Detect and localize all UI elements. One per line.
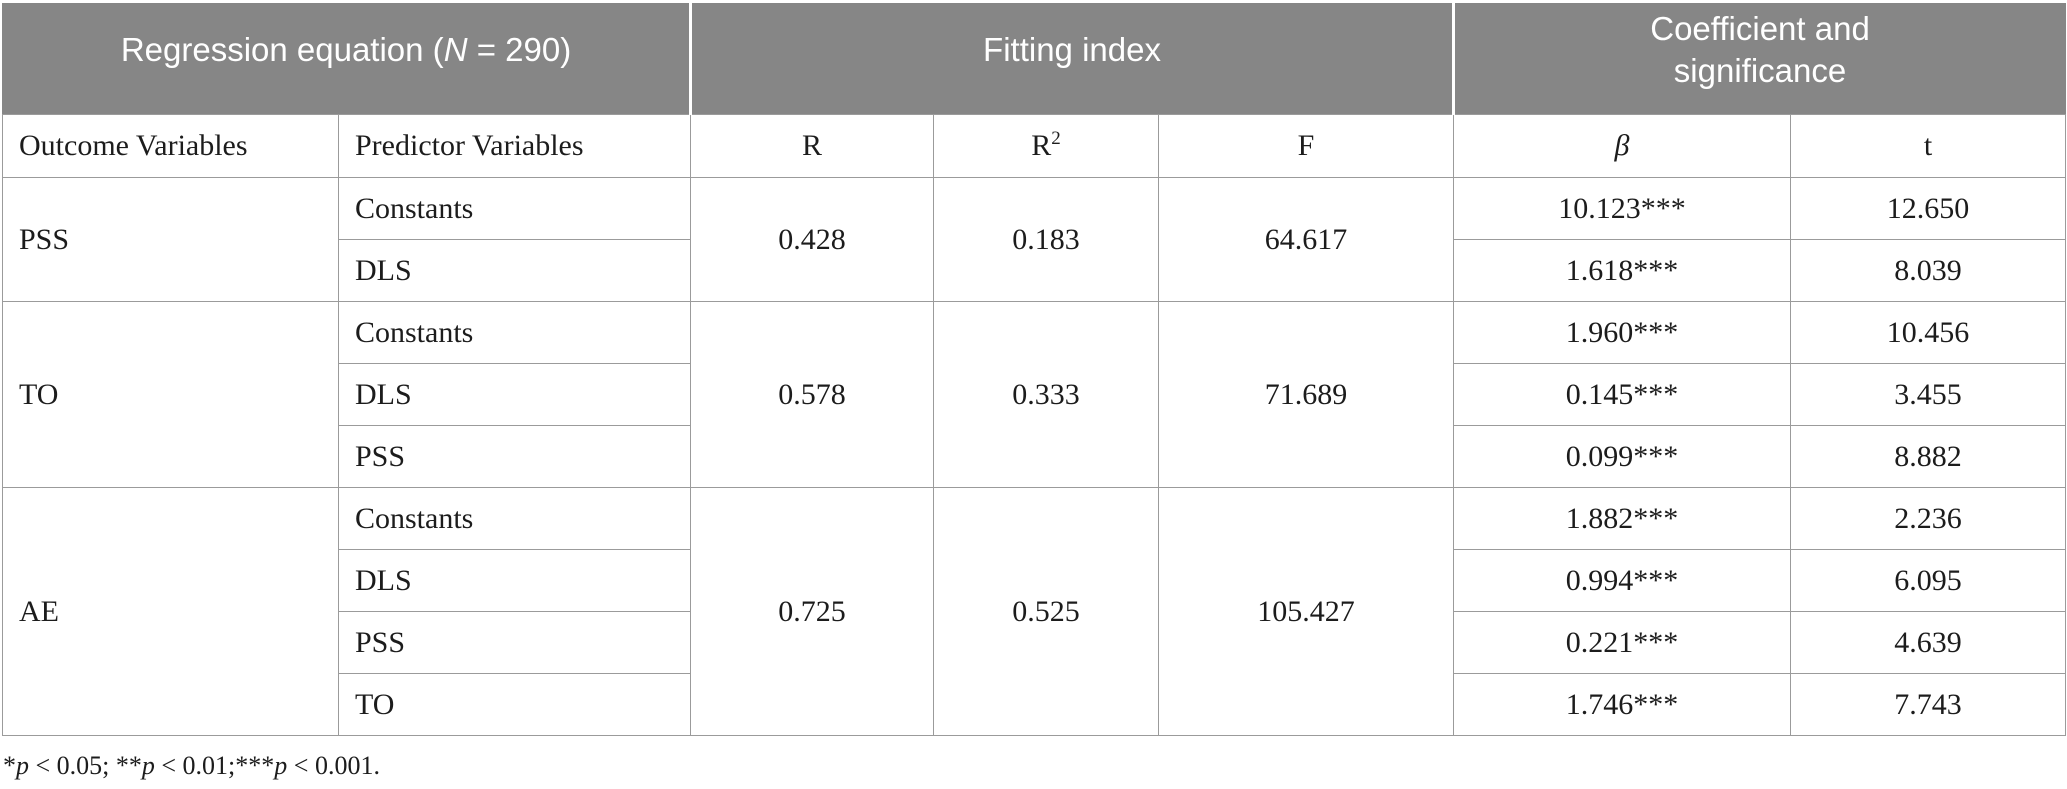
beta-cell: 1.618*** — [1453, 239, 1792, 302]
r-squared-cell: 0.183 — [933, 177, 1160, 302]
t-cell: 12.650 — [1790, 177, 2067, 240]
beta-cell: 10.123*** — [1453, 177, 1792, 240]
t-cell: 8.039 — [1790, 239, 2067, 302]
predictor-cell: DLS — [337, 239, 692, 302]
beta-cell: 1.960*** — [1453, 301, 1792, 364]
predictor-cell: PSS — [337, 425, 692, 488]
r-squared-base: R — [1031, 129, 1052, 162]
header-coefficient-line2: significance — [1673, 52, 1847, 89]
header-regression-text-end: = 290) — [467, 30, 572, 68]
beta-cell: 0.994*** — [1453, 549, 1792, 612]
outcome-cell-pss: PSS — [2, 177, 339, 302]
table-row: DLS 0.994*** 6.095 — [3, 549, 2067, 612]
r-cell: 0.578 — [690, 301, 935, 488]
footnote-text: * — [3, 751, 16, 780]
predictor-cell: Constants — [337, 177, 692, 240]
col-predictor-variables: Predictor Variables — [337, 114, 692, 178]
col-t: t — [1790, 114, 2067, 178]
header-regression-text: Regression equation ( — [120, 30, 444, 68]
predictor-cell: TO — [337, 673, 692, 736]
beta-cell: 0.099*** — [1453, 425, 1792, 488]
header-coefficient-significance: Coefficient and significance — [1452, 3, 2067, 115]
table-row: TO 1.746*** 7.743 — [3, 673, 2067, 736]
header-regression-equation: Regression equation (N = 290) — [1, 3, 692, 115]
r-cell: 0.725 — [690, 487, 935, 736]
outcome-cell-ae: AE — [2, 487, 339, 736]
header-n-italic: N — [443, 30, 468, 68]
t-cell: 2.236 — [1790, 487, 2067, 550]
header-coefficient-line1: Coefficient and — [1650, 9, 1870, 47]
r-squared-cell: 0.525 — [933, 487, 1160, 736]
group-header-row: Regression equation (N = 290) Fitting in… — [1, 3, 2067, 115]
column-header-row: Outcome Variables Predictor Variables R … — [2, 114, 2067, 178]
col-r-squared: R2 — [933, 114, 1160, 178]
t-cell: 10.456 — [1790, 301, 2067, 364]
col-outcome-variables: Outcome Variables — [2, 114, 339, 178]
footnote-p-italic: p — [141, 751, 155, 780]
footnote-text: < 0.05; ** — [29, 751, 142, 780]
f-cell: 71.689 — [1158, 301, 1455, 488]
table-row: TO Constants 0.578 0.333 71.689 1.960***… — [2, 301, 2067, 488]
t-cell: 8.882 — [1790, 425, 2067, 488]
f-cell: 105.427 — [1158, 487, 1455, 736]
outcome-cell-to: TO — [2, 301, 339, 488]
col-r: R — [690, 114, 935, 178]
col-f: F — [1158, 114, 1455, 178]
table-row: DLS 1.618*** 8.039 — [3, 239, 2067, 302]
col-beta: β — [1453, 114, 1792, 178]
r-squared-cell: 0.333 — [933, 301, 1160, 488]
beta-cell: 0.221*** — [1453, 611, 1792, 674]
regression-table: Regression equation (N = 290) Fitting in… — [1, 3, 2067, 736]
footnote-text: < 0.001. — [287, 751, 380, 780]
r-squared-exponent: 2 — [1051, 128, 1061, 149]
table-row: PSS Constants 0.428 0.183 64.617 10.123*… — [2, 177, 2067, 302]
footnote-text: < 0.01;*** — [154, 751, 275, 780]
table-row: DLS 0.145*** 3.455 — [3, 363, 2067, 426]
footnote-p-italic: p — [274, 751, 288, 780]
beta-cell: 1.746*** — [1453, 673, 1792, 736]
f-cell: 64.617 — [1158, 177, 1455, 302]
predictor-cell: PSS — [337, 611, 692, 674]
predictor-cell: DLS — [337, 549, 692, 612]
t-cell: 7.743 — [1790, 673, 2067, 736]
table-row: PSS 0.099*** 8.882 — [3, 425, 2067, 488]
t-cell: 3.455 — [1790, 363, 2067, 426]
predictor-cell: DLS — [337, 363, 692, 426]
significance-footnote: *p < 0.05; **p < 0.01;***p < 0.001. — [2, 751, 2065, 781]
predictor-cell: Constants — [337, 301, 692, 364]
predictor-cell: Constants — [337, 487, 692, 550]
t-cell: 4.639 — [1790, 611, 2067, 674]
table-row: AE Constants 0.725 0.525 105.427 1.882**… — [2, 487, 2067, 736]
beta-cell: 0.145*** — [1453, 363, 1792, 426]
r-cell: 0.428 — [690, 177, 935, 302]
footnote-p-italic: p — [16, 751, 29, 780]
header-fitting-index: Fitting index — [689, 3, 1455, 115]
beta-cell: 1.882*** — [1453, 487, 1792, 550]
t-cell: 6.095 — [1790, 549, 2067, 612]
